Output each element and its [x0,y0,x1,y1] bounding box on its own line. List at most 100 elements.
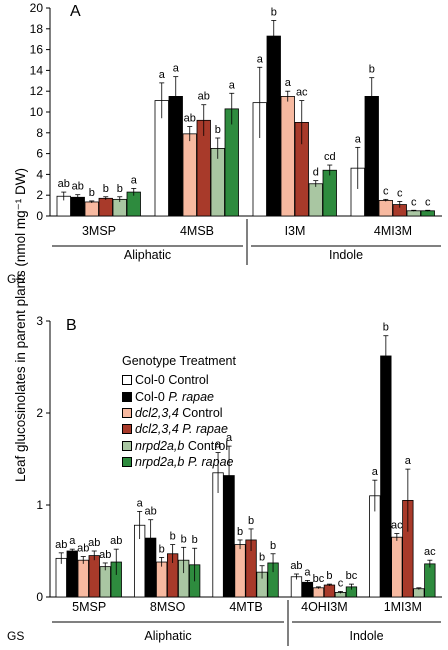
significance-letter-b: ac [391,520,403,532]
significance-letter-a: ab [184,113,196,125]
legend-treatment: P. rapae [187,455,234,470]
significance-letter-a: a [131,174,138,186]
significance-letter-b: ab [99,549,111,561]
significance-letter-b: ab [88,537,100,549]
legend-header: Genotype Treatment [122,354,236,368]
bar-a [406,210,421,217]
significance-letter-b: b [181,533,187,545]
significance-letter-a: c [411,196,417,208]
significance-letter-a: ab [58,178,70,190]
significance-letter-a: c [383,185,389,197]
y-tick-label-a: 12 [30,84,44,98]
significance-letter-a: ab [72,181,84,193]
bar-a [322,169,337,217]
bar-b [391,536,403,598]
significance-letter-b: b [259,552,265,564]
legend: Genotype Treatment Col-0 Control Col-0 P.… [122,354,262,470]
gs-label-b: GS [7,629,24,643]
significance-letter-b: b [270,540,276,552]
legend-treatment: P. rapae [182,422,228,437]
legend-swatch [122,440,132,451]
significance-letter-b: a [405,455,412,467]
significance-letter-a: b [215,124,221,136]
significance-letter-a: cd [324,151,336,163]
bar-b [290,576,303,598]
category-label-b: 5MSP [72,600,106,614]
significance-letter-b: ab [55,539,67,551]
bar-b [77,559,89,598]
legend-genotype: nrpd2a,b [135,455,185,470]
significance-letter-a: a [257,53,264,65]
bar-b [155,561,168,598]
significance-letter-a: b [271,6,277,18]
bar-b [380,355,392,598]
significance-letter-b: a [226,432,233,444]
significance-letter-a: a [229,79,236,91]
bar-a [70,196,85,217]
y-tick-label-a: 4 [36,167,43,181]
y-axis-label: Leaf glucosinolates in parent plants (nm… [13,168,28,482]
significance-letter-a: c [397,187,403,199]
bar-a [84,201,99,217]
significance-letter-b: a [372,466,379,478]
group-label-b: Aliphatic [144,629,191,643]
significance-letter-b: b [170,531,176,543]
panel-a-letter: A [70,3,81,20]
bar-a [98,197,113,217]
bar-b [301,581,314,598]
significance-letter-a: a [285,77,292,89]
legend-swatch [122,407,132,418]
y-tick-label-b: 2 [36,406,43,420]
group-label-a: Indole [329,248,363,262]
bar-b [88,555,100,598]
category-label-a: I3M [285,224,306,238]
y-tick-label-a: 6 [36,147,43,161]
significance-letter-b: b [248,515,254,527]
y-tick-label-b: 1 [36,498,43,512]
y-tick-label-a: 14 [30,63,44,77]
y-tick-label-a: 8 [36,126,43,140]
legend-genotype: Col-0 [135,389,165,404]
significance-letter-a: b [117,183,123,195]
bar-b [323,584,336,598]
legend-item: nrpd2a,b P. rapae [122,454,262,470]
category-label-b: 4OHI3M [301,600,348,614]
significance-letter-b: b [326,570,332,582]
legend-swatch [122,391,132,402]
category-label-b: 4MTB [229,600,262,614]
significance-letter-b: b [383,322,389,334]
y-tick-label-b: 3 [36,314,43,328]
legend-item: Col-0 P. rapae [122,388,262,404]
y-tick-label-a: 16 [30,43,44,57]
legend-treatment: Control [168,373,209,388]
legend-treatment: P. rapae [168,389,215,404]
significance-letter-a: b [103,183,109,195]
gs-label-a: GS [7,272,24,286]
significance-letter-a: ac [296,87,308,99]
bar-a [266,35,281,217]
category-label-b: 1MI3M [384,600,422,614]
bar-a [224,108,239,217]
bar-a [378,199,393,217]
significance-letter-b: ab [290,560,302,572]
bar-b [66,550,78,598]
group-label-a: Aliphatic [124,248,171,262]
group-label-b: Indole [349,629,383,643]
significance-letter-b: ab [77,543,89,555]
category-label-a: 4MI3M [374,224,412,238]
significance-letter-b: a [304,566,311,578]
significance-letter-a: d [313,167,319,179]
significance-letter-b: a [215,439,222,451]
bar-b [234,544,246,598]
y-tick-label-a: 10 [30,105,44,119]
panel-b-letter: B [66,317,77,334]
legend-treatment: Control [187,438,229,453]
category-label-b: 8MSO [150,600,186,614]
legend-item: dcl2,3,4 P. rapae [122,421,262,437]
significance-letter-b: ab [110,535,122,547]
significance-letter-a: b [89,187,95,199]
y-tick-label-a: 18 [30,22,44,36]
legend-genotype: dcl2,3,4 [135,405,179,420]
